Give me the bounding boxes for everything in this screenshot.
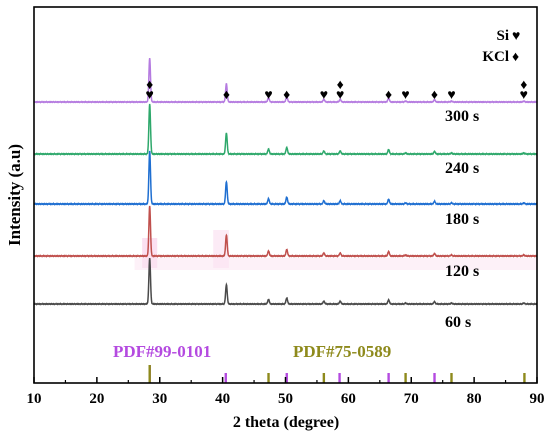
x-tick-label: 50 [278,391,293,407]
y-axis-label: Intensity (a.u) [5,144,24,246]
x-tick-label: 10 [27,391,42,407]
diamond-icon: ♦ [337,78,344,93]
x-tick-label: 40 [215,391,230,407]
diamond-icon: ♦ [431,88,438,103]
series-line [33,205,538,258]
x-tick-label: 30 [152,391,167,407]
pink-shade-band [134,230,537,270]
heart-icon: ♥ [320,88,328,103]
heart-icon: ♥ [401,88,409,103]
reference-labels: PDF#99-0101 PDF#75-0589 [113,342,391,361]
series-label: 240 s [445,160,479,177]
heart-icon: ♥ [146,88,154,103]
diamond-icon: ♦ [512,50,519,65]
diamond-icon: ♦ [223,88,230,103]
heart-icon: ♥ [264,88,272,103]
series-layer [33,57,538,306]
legend-label: Si [496,28,509,44]
series-labels: 60 s 120 s 180 s 240 s 300 s [445,108,479,331]
pink-shade-band-base [134,258,537,270]
heart-icon: ♥ [447,88,455,103]
reference-bars [148,365,526,383]
diamond-icon: ♦ [283,88,290,103]
heart-icon: ♥ [512,29,520,44]
series-line [33,257,538,306]
x-tick-label: 90 [530,391,545,407]
heart-icon: ♥ [520,88,528,103]
series-line [33,150,538,207]
x-tick-label: 80 [467,391,482,407]
series-label: 300 s [445,108,479,125]
series-line [33,57,538,104]
series-label: 120 s [445,263,479,280]
diamond-icon: ♦ [146,78,153,93]
diamond-icon: ♦ [520,78,527,93]
heart-icon: ♥ [336,88,344,103]
x-tick-label: 20 [89,391,104,407]
peak-markers: ♦♥ ♦ ♥ ♦ ♥♦♥ ♦ ♥ ♦ ♥♦♥ [146,78,528,103]
reference-label: PDF#99-0101 [113,342,211,361]
legend-label: KCl [482,49,509,65]
x-axis-label: 2 theta (degree) [233,414,339,431]
series-label: 60 s [445,314,471,331]
reference-label: PDF#75-0589 [293,342,391,361]
series-line [33,103,538,156]
series-label: 180 s [445,211,479,228]
diamond-icon: ♦ [385,88,392,103]
x-tick-label: 70 [404,391,419,407]
x-axis: 10 20 30 40 50 60 70 80 90 [27,377,545,407]
x-tick-label: 60 [341,391,356,407]
legend: Si ♥KCl ♦ [482,28,520,65]
